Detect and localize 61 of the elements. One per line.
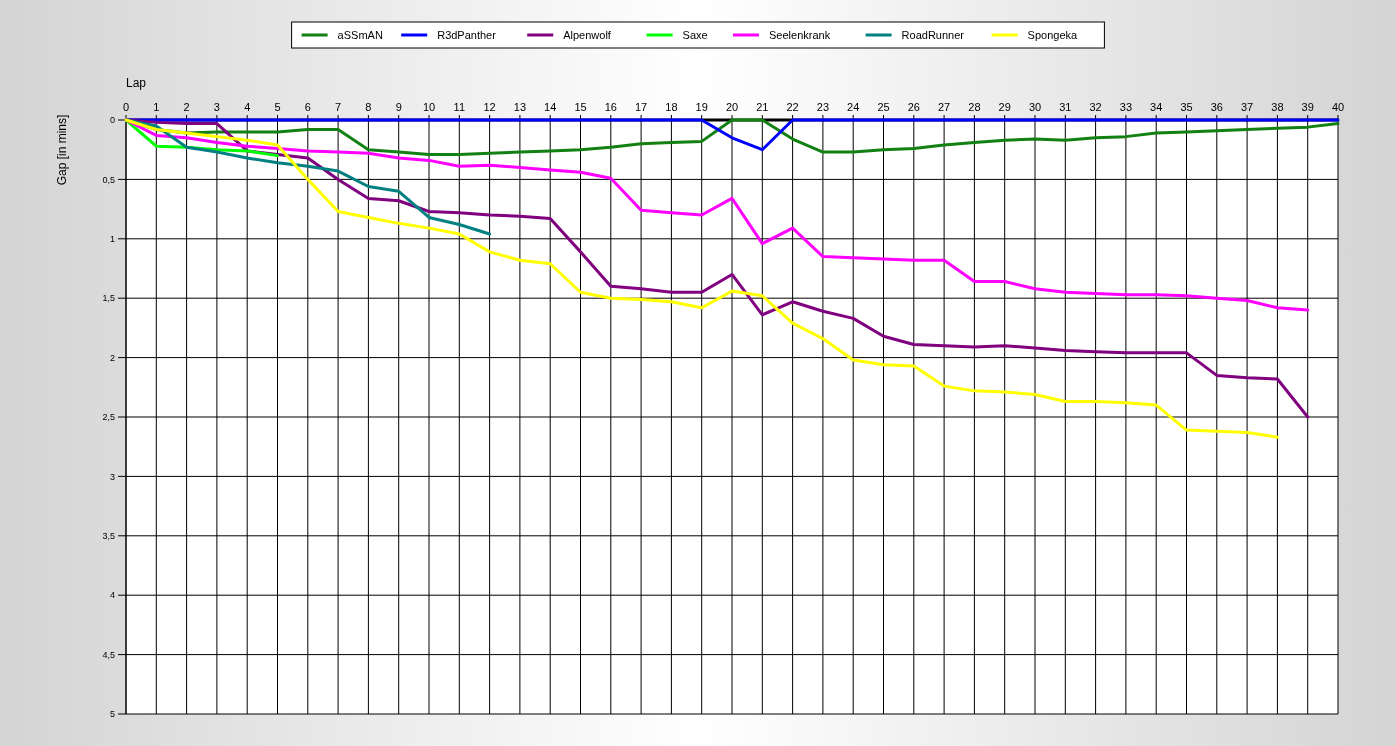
x-tick-label: 2 xyxy=(183,101,190,113)
x-tick-label: 26 xyxy=(907,101,920,113)
x-tick-label: 13 xyxy=(513,101,527,113)
x-tick-label: 18 xyxy=(665,101,678,113)
y-tick-label: 4,5 xyxy=(102,649,115,660)
y-tick-label: 4 xyxy=(109,590,115,601)
x-tick-label: 23 xyxy=(816,101,830,113)
x-tick-label: 20 xyxy=(725,101,739,113)
legend-label: Alpenwolf xyxy=(563,28,612,41)
x-tick-label: 8 xyxy=(365,101,372,113)
y-axis-title: Gap [in mins] xyxy=(55,114,69,186)
x-tick-label: 17 xyxy=(634,101,648,113)
x-tick-label: 31 xyxy=(1059,101,1072,113)
x-tick-label: 12 xyxy=(483,101,496,113)
x-tick-label: 16 xyxy=(604,101,617,113)
x-tick-label: 10 xyxy=(422,101,436,113)
x-tick-label: 9 xyxy=(395,101,402,113)
legend-label: Spongeka xyxy=(1027,28,1079,41)
x-tick-label: 28 xyxy=(968,101,981,113)
x-tick-label: 40 xyxy=(1331,101,1345,113)
x-tick-label: 30 xyxy=(1028,101,1042,113)
x-tick-label: 11 xyxy=(453,101,466,113)
x-tick-label: 27 xyxy=(937,101,951,113)
y-tick-label: 3 xyxy=(109,471,115,482)
x-tick-label: 6 xyxy=(304,101,311,113)
legend-label: R3dPanther xyxy=(437,28,497,41)
legend-label: RoadRunner xyxy=(901,28,965,41)
y-tick-label: 1 xyxy=(109,233,115,244)
x-tick-label: 32 xyxy=(1089,101,1102,113)
x-tick-label: 39 xyxy=(1301,101,1314,113)
x-tick-label: 1 xyxy=(153,101,160,113)
x-tick-label: 4 xyxy=(244,101,251,113)
x-tick-label: 7 xyxy=(335,101,342,113)
x-tick-label: 36 xyxy=(1210,101,1223,113)
y-tick-label: 3,5 xyxy=(102,530,115,541)
x-tick-label: 3 xyxy=(213,101,220,113)
x-tick-label: 38 xyxy=(1271,101,1284,113)
x-tick-label: 19 xyxy=(695,101,708,113)
x-axis-title: Lap xyxy=(126,76,147,90)
y-tick-label: 0 xyxy=(109,115,115,126)
x-tick-label: 33 xyxy=(1119,101,1133,113)
legend-label: Seelenkrank xyxy=(769,28,831,41)
y-tick-label: 5 xyxy=(109,709,115,720)
x-tick-label: 29 xyxy=(998,101,1011,113)
x-tick-label: 37 xyxy=(1240,101,1254,113)
legend-label: aSSmAN xyxy=(337,28,383,41)
x-tick-label: 25 xyxy=(877,101,890,113)
legend-label: Saxe xyxy=(682,28,708,41)
x-tick-label: 21 xyxy=(756,101,769,113)
x-tick-label: 24 xyxy=(847,101,860,113)
x-tick-label: 0 xyxy=(122,101,130,113)
x-tick-label: 35 xyxy=(1180,101,1193,113)
y-tick-label: 1,5 xyxy=(102,293,115,304)
x-tick-label: 5 xyxy=(274,101,281,113)
y-tick-label: 2,5 xyxy=(102,412,115,423)
y-tick-label: 0,5 xyxy=(102,174,115,185)
x-tick-label: 14 xyxy=(544,101,557,113)
y-tick-label: 2 xyxy=(109,352,115,363)
x-tick-label: 15 xyxy=(574,101,587,113)
x-tick-label: 34 xyxy=(1150,101,1163,113)
x-tick-label: 22 xyxy=(786,101,799,113)
